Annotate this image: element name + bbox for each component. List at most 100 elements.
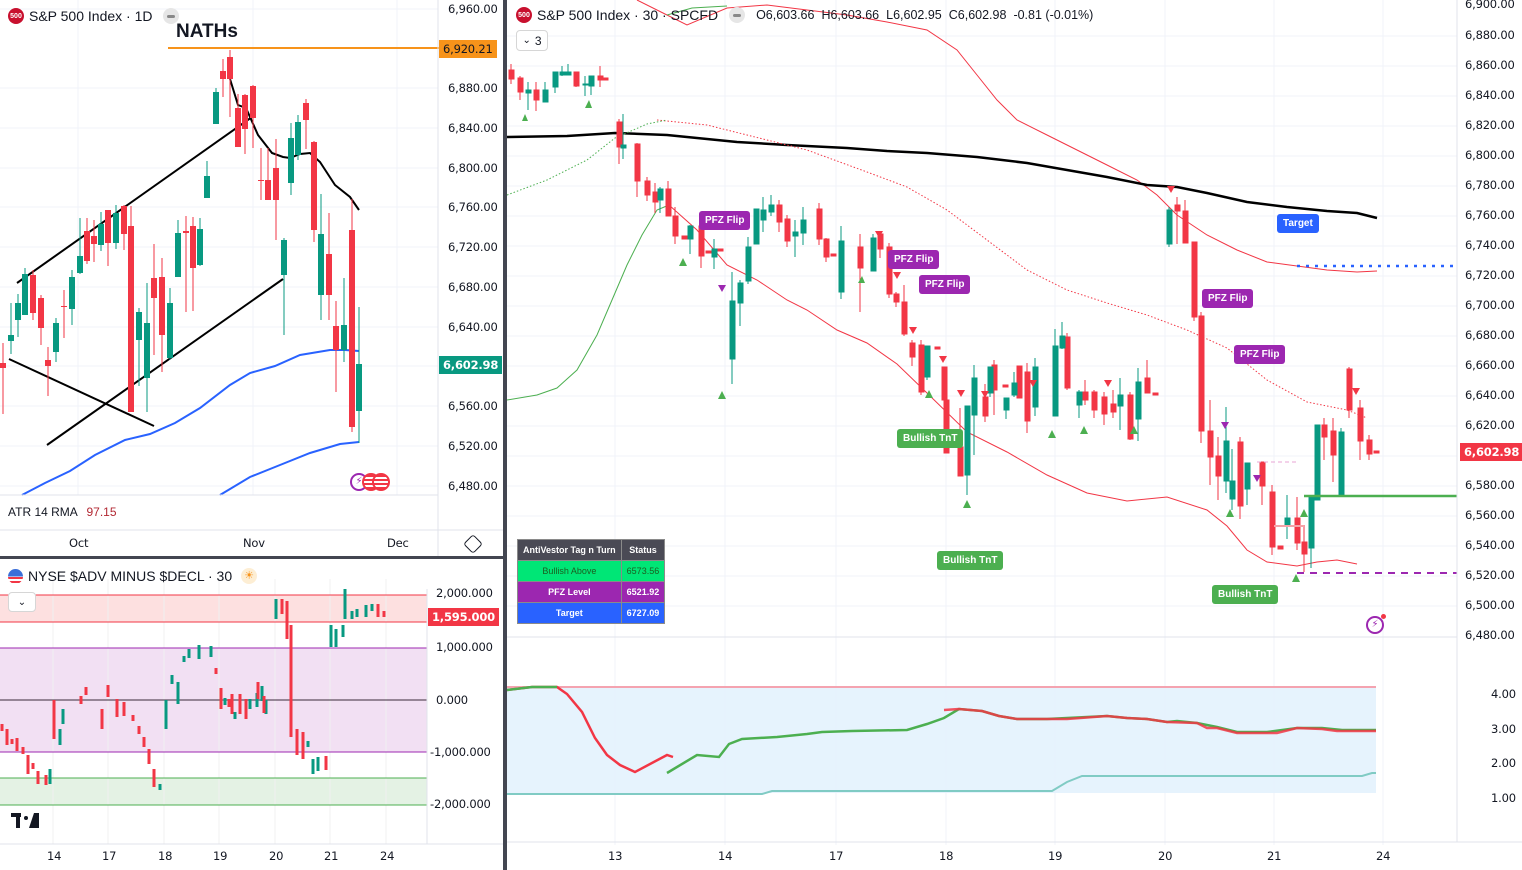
y-tick: 6,900.00 — [1465, 0, 1515, 11]
daily-chart-legend: 500 S&P 500 Index · 1D — [8, 8, 180, 24]
lightning-alert-icon[interactable]: ⚡ — [1366, 614, 1386, 634]
y-tick: 6,880.00 — [1465, 28, 1515, 42]
y-tick: 6,840.00 — [1465, 88, 1515, 102]
x-tick: 14 — [47, 849, 62, 863]
y-tick: 6,660.00 — [1465, 358, 1515, 372]
breadth-chart-canvas[interactable] — [0, 559, 503, 870]
x-tick: 14 — [718, 849, 733, 863]
x-tick: 17 — [829, 849, 844, 863]
y-tick: 6,800.00 — [1465, 148, 1515, 162]
x-tick: Oct — [69, 536, 89, 550]
chevron-down-icon: ⌄ — [17, 596, 27, 608]
x-tick: Dec — [387, 536, 409, 550]
y-tick: 6,480.00 — [448, 479, 498, 493]
indicators-toggle-button[interactable]: ⌄ 3 — [516, 30, 548, 51]
y-tick: 1.00 — [1491, 791, 1516, 805]
tradingview-logo[interactable] — [11, 813, 41, 828]
y-tick: 6,820.00 — [1465, 118, 1515, 132]
pfz-flip-label[interactable]: PFZ Flip — [919, 275, 971, 294]
bullish-tnt-label[interactable]: Bullish TnT — [937, 551, 1004, 570]
sp500-logo-icon: 500 — [8, 8, 24, 24]
naths-annotation[interactable]: NATHs — [176, 21, 238, 42]
y-tick: 6,760.00 — [448, 200, 498, 214]
ohlc-close: C6,602.98 — [948, 8, 1007, 22]
pane-divider[interactable] — [0, 556, 505, 559]
breadth-symbol-title[interactable]: NYSE $ADV MINUS $DECL · 30 — [28, 568, 233, 584]
y-tick: 6,840.00 — [448, 121, 498, 135]
chevron-down-icon: ⌄ — [522, 35, 531, 46]
collapse-legend-button[interactable]: ⌄ — [8, 592, 36, 612]
y-tick: 6,480.00 — [1465, 628, 1515, 642]
row-value: 6727.09 — [620, 602, 666, 624]
ath-price-tag: 6,920.21 — [439, 40, 497, 58]
visibility-toggle-icon[interactable] — [163, 8, 180, 24]
news-flags-icons[interactable]: ⚡ — [350, 473, 395, 491]
y-tick: 6,880.00 — [448, 81, 498, 95]
y-tick: 6,720.00 — [1465, 268, 1515, 282]
y-tick: 6,520.00 — [1465, 568, 1515, 582]
ohlc-change: -0.81 (-0.01%) — [1013, 8, 1094, 22]
row-value: 6521.92 — [620, 581, 666, 603]
y-tick: -1,000.000 — [430, 745, 491, 759]
pfz-flip-label[interactable]: PFZ Flip — [1234, 345, 1286, 364]
y-tick: 6,680.00 — [1465, 328, 1515, 342]
y-tick: 6,640.00 — [1465, 388, 1515, 402]
x-tick: 17 — [102, 849, 117, 863]
x-tick: 21 — [1267, 849, 1282, 863]
y-tick: 6,740.00 — [1465, 238, 1515, 252]
pfz-flip-label[interactable]: PFZ Flip — [1202, 289, 1254, 308]
row-label: Bullish Above — [517, 560, 622, 582]
y-tick: 6,540.00 — [1465, 538, 1515, 552]
ohlc-open: O6,603.66 — [756, 8, 815, 22]
y-tick: 6,560.00 — [448, 399, 498, 413]
daily-chart-pane[interactable]: 500 S&P 500 Index · 1D NATHs 6,960.00 6,… — [0, 0, 503, 556]
main-chart-legend: 500 S&P 500 Index · 30 · SPCFD O6,603.66… — [516, 7, 1093, 23]
main-symbol-title[interactable]: S&P 500 Index · 30 · SPCFD — [537, 7, 719, 23]
x-tick: 18 — [939, 849, 954, 863]
row-label: PFZ Level — [517, 581, 622, 603]
atr-indicator-legend[interactable]: ATR 14 RMA 97.15 — [8, 505, 117, 519]
x-tick: Nov — [243, 536, 265, 550]
pane-divider[interactable] — [503, 0, 507, 870]
indicator-count: 3 — [534, 33, 542, 48]
main-chart-canvas[interactable] — [507, 0, 1522, 870]
y-tick: 6,620.00 — [1465, 418, 1515, 432]
y-tick: 2.00 — [1491, 756, 1516, 770]
y-tick: 1,000.000 — [436, 640, 493, 654]
ohlc-low: L6,602.95 — [886, 8, 942, 22]
table-header: AntiVestor Tag n Turn — [517, 539, 622, 561]
y-tick: 6,760.00 — [1465, 208, 1515, 222]
atr-value: 97.15 — [86, 505, 117, 519]
x-tick: 24 — [380, 849, 395, 863]
table-row: Target 6727.09 — [517, 602, 666, 624]
x-tick: 20 — [1158, 849, 1173, 863]
last-value-tag: 1,595.000 — [428, 608, 499, 626]
x-tick: 18 — [158, 849, 173, 863]
visibility-toggle-icon[interactable] — [729, 7, 746, 23]
x-tick: 19 — [213, 849, 228, 863]
x-tick: 20 — [269, 849, 284, 863]
bullish-tnt-label[interactable]: Bullish TnT — [897, 429, 964, 448]
y-tick: 6,680.00 — [448, 280, 498, 294]
y-tick: 6,640.00 — [448, 320, 498, 334]
x-tick: 13 — [608, 849, 623, 863]
ohlc-high: H6,603.66 — [821, 8, 880, 22]
target-label[interactable]: Target — [1277, 214, 1319, 233]
us-flag-icon — [8, 568, 23, 584]
y-tick: 6,860.00 — [1465, 58, 1515, 72]
main-chart-pane[interactable]: 500 S&P 500 Index · 30 · SPCFD O6,603.66… — [507, 0, 1522, 870]
y-tick: 6,960.00 — [448, 2, 498, 16]
breadth-chart-pane[interactable]: NYSE $ADV MINUS $DECL · 30 ☀ ⌄ 2,000.000… — [0, 559, 503, 870]
x-tick: 24 — [1376, 849, 1391, 863]
y-tick: 6,500.00 — [1465, 598, 1515, 612]
table-header: Status — [620, 539, 666, 561]
daily-chart-canvas[interactable] — [0, 0, 503, 556]
bullish-tnt-label[interactable]: Bullish TnT — [1212, 585, 1279, 604]
breadth-legend: NYSE $ADV MINUS $DECL · 30 ☀ — [8, 568, 258, 584]
us-flag-event-icon[interactable] — [372, 473, 390, 491]
atr-label: ATR 14 RMA — [8, 505, 78, 519]
pfz-flip-label[interactable]: PFZ Flip — [699, 211, 751, 230]
daily-symbol-title[interactable]: S&P 500 Index · 1D — [29, 8, 153, 24]
pfz-flip-label[interactable]: PFZ Flip — [888, 250, 940, 269]
y-tick: 6,800.00 — [448, 161, 498, 175]
